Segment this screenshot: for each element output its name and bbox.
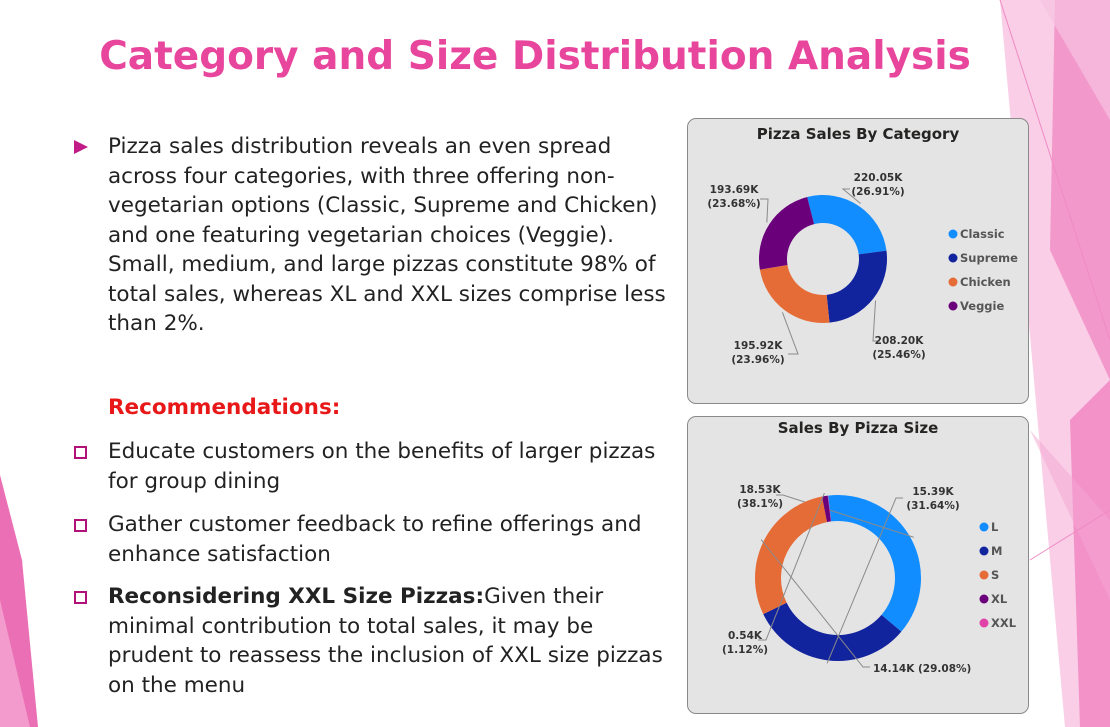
legend-label-xxl[interactable]: XXL: [991, 616, 1017, 630]
donut-slice-l[interactable]: [828, 495, 921, 632]
checkbox-bullet-icon: [74, 446, 87, 459]
data-label: 14.14K (29.08%): [873, 663, 971, 675]
recommendations-heading: Recommendations:: [108, 395, 341, 420]
data-label-value: 195.92K: [734, 340, 784, 352]
donut-slice-xl[interactable]: [822, 495, 831, 523]
checkbox-bullet-icon: [74, 519, 87, 532]
legend-marker: [948, 253, 958, 263]
recommendation-item: Gather customer feedback to refine offer…: [108, 510, 678, 569]
arrow-bullet-icon: [74, 140, 88, 154]
donut-slice-veggie[interactable]: [759, 196, 815, 270]
data-label-percent: (23.68%): [707, 198, 760, 210]
legend-marker: [979, 594, 989, 604]
data-label-value: 15.39K: [912, 486, 954, 498]
legend-marker: [948, 229, 958, 239]
size-chart-panel: Sales By Pizza Size 18.53K (38.1%) 15.39K (…: [687, 416, 1029, 714]
data-label-percent: (25.46%): [872, 349, 925, 361]
legend-label-s[interactable]: S: [991, 568, 999, 582]
leader-line: [872, 300, 880, 342]
legend-label-supreme[interactable]: Supreme: [960, 251, 1018, 265]
donut-slice-classic[interactable]: [807, 195, 887, 255]
legend-marker: [979, 522, 989, 532]
summary-text: Pizza sales distribution reveals an even…: [108, 134, 666, 336]
donut-slice-xxl[interactable]: [827, 495, 832, 522]
legend-marker: [979, 618, 989, 628]
recommendation-text: Given their minimal contribution to tota…: [108, 584, 663, 698]
donut-slice-supreme[interactable]: [826, 250, 887, 323]
legend-marker: [979, 546, 989, 556]
legend-label-l[interactable]: L: [991, 520, 999, 534]
leader-line: [841, 188, 861, 204]
leader-line: [826, 497, 903, 664]
size-donut-chart: 18.53K (38.1%) 15.39K (31.64%) 14.14K (29.08…: [722, 484, 1017, 675]
data-label-percent: (26.91%): [851, 186, 904, 198]
leader-line: [760, 198, 769, 223]
data-label-percent: (31.64%): [906, 500, 959, 512]
legend-label-classic[interactable]: Classic: [960, 227, 1005, 241]
data-label-percent: (38.1%): [737, 498, 783, 510]
legend-label-chicken[interactable]: Chicken: [960, 275, 1011, 289]
legend-marker: [948, 301, 958, 311]
donut-slice-s[interactable]: [755, 496, 828, 615]
category-donut-chart: 220.05K (26.91%) 208.20K (25.46%) 195.92K (23…: [707, 172, 1018, 366]
leader-line: [760, 539, 870, 668]
legend-label-m[interactable]: M: [991, 544, 1002, 558]
data-label-value: 193.69K: [710, 184, 760, 196]
leader-line: [758, 492, 825, 641]
data-label-value: 220.05K: [854, 172, 904, 184]
data-label-percent: (23.96%): [731, 354, 784, 366]
leader-line: [776, 494, 914, 538]
legend-marker: [948, 277, 958, 287]
leader-line: [781, 312, 799, 355]
legend-label-veggie[interactable]: Veggie: [960, 299, 1004, 313]
donut-slice-m[interactable]: [763, 602, 902, 661]
data-label-value: 208.20K: [875, 335, 925, 347]
recommendation-text: Educate customers on the benefits of lar…: [108, 439, 656, 494]
chart-title: Sales By Pizza Size: [777, 419, 939, 437]
donut-slice-chicken[interactable]: [759, 264, 830, 323]
recommendation-text: Gather customer feedback to refine offer…: [108, 512, 642, 567]
chart-title: Pizza Sales By Category: [756, 125, 960, 143]
recommendation-item: Educate customers on the benefits of lar…: [108, 437, 678, 496]
data-label-percent: (1.12%): [722, 644, 768, 656]
legend-marker: [979, 570, 989, 580]
category-chart-panel: Pizza Sales By Category 220.05K (26.91%) 2…: [687, 118, 1029, 404]
recommendation-bold-lead: Reconsidering XXL Size Pizzas:: [108, 584, 485, 609]
data-label-value: 0.54K: [728, 630, 763, 642]
page-title: Category and Size Distribution Analysis: [99, 34, 971, 79]
data-label-value: 18.53K: [739, 484, 781, 496]
recommendation-item: Reconsidering XXL Size Pizzas:Given thei…: [108, 582, 678, 700]
checkbox-bullet-icon: [74, 591, 87, 604]
legend-label-xl[interactable]: XL: [991, 592, 1008, 606]
